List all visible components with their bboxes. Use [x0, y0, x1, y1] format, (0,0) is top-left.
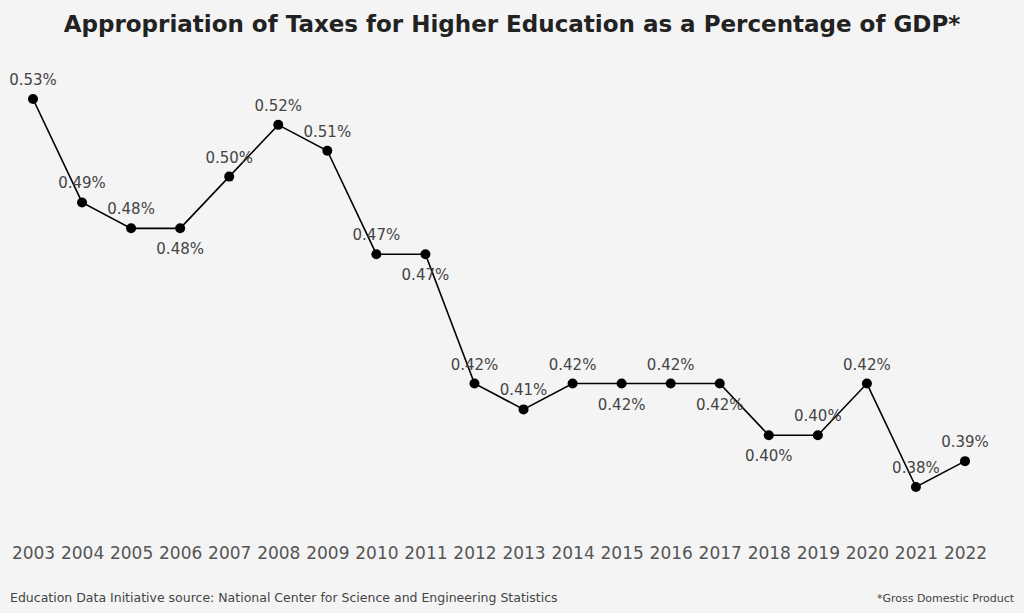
x-tick: 2022: [944, 543, 987, 563]
background: [0, 0, 1024, 613]
x-tick-label: 2020: [846, 543, 889, 563]
data-label: 0.53%: [9, 71, 57, 89]
x-tick: 2011: [404, 543, 447, 563]
x-axis: 2003 2004 2005 2006 2007 2008 2009 2010 2011 2012…: [12, 543, 987, 563]
x-tick-label: 2006: [159, 543, 202, 563]
x-tick-label: 2013: [502, 543, 545, 563]
point: [862, 379, 872, 389]
annotation: *Gross Domestic Product: [877, 592, 1015, 605]
point: [960, 456, 970, 466]
data-label: 0.48%: [107, 200, 155, 218]
x-tick: 2015: [600, 543, 643, 563]
x-tick-label: 2014: [551, 543, 594, 563]
x-tick-label: 2016: [650, 543, 693, 563]
x-tick: 2016: [650, 543, 693, 563]
data-labels: 0.53%0.49%0.48%0.48%0.50%0.52%0.51%0.47%…: [9, 71, 989, 477]
point: [715, 379, 725, 389]
x-tick-label: 2021: [895, 543, 938, 563]
x-tick-label: 2008: [257, 543, 300, 563]
point: [371, 249, 381, 259]
x-tick: 2006: [159, 543, 202, 563]
data-label: 0.42%: [451, 356, 499, 374]
x-tick-label: 2003: [12, 543, 55, 563]
data-label: 0.38%: [892, 459, 940, 477]
point: [175, 223, 185, 233]
x-tick-label: 2010: [355, 543, 398, 563]
data-label: 0.51%: [303, 123, 351, 141]
point: [764, 430, 774, 440]
x-tick: 2008: [257, 543, 300, 563]
x-tick-label: 2011: [404, 543, 447, 563]
x-tick: 2019: [797, 543, 840, 563]
x-tick-label: 2012: [453, 543, 496, 563]
point: [126, 223, 136, 233]
point: [77, 197, 87, 207]
x-tick-label: 2004: [61, 543, 104, 563]
x-tick: 2014: [551, 543, 594, 563]
data-label: 0.40%: [745, 447, 793, 465]
data-label: 0.40%: [794, 407, 842, 425]
x-tick: 2010: [355, 543, 398, 563]
data-label: 0.47%: [402, 266, 450, 284]
x-tick-label: 2018: [748, 543, 791, 563]
x-tick: 2021: [895, 543, 938, 563]
data-label: 0.41%: [500, 381, 548, 399]
x-tick-label: 2005: [110, 543, 153, 563]
point: [568, 379, 578, 389]
x-tick: 2004: [61, 543, 104, 563]
data-label: 0.49%: [58, 174, 106, 192]
x-tick: 2003: [12, 543, 55, 563]
x-tick: 2018: [748, 543, 791, 563]
x-tick-label: 2022: [944, 543, 987, 563]
point: [273, 120, 283, 130]
data-label: 0.42%: [647, 356, 695, 374]
point: [224, 172, 234, 182]
data-label: 0.47%: [353, 226, 401, 244]
data-label: 0.42%: [696, 396, 744, 414]
point: [469, 379, 479, 389]
data-label: 0.52%: [254, 97, 302, 115]
data-label: 0.50%: [205, 149, 253, 167]
annotation: Education Data Initiative source: Nation…: [10, 590, 558, 605]
data-label: 0.42%: [843, 356, 891, 374]
title: Appropriation of Taxes for Higher Educat…: [64, 11, 961, 37]
point: [813, 430, 823, 440]
chart: Appropriation of Taxes for Higher Educat…: [0, 0, 1024, 613]
data-label: 0.42%: [549, 356, 597, 374]
x-tick: 2017: [699, 543, 742, 563]
x-tick: 2007: [208, 543, 251, 563]
x-tick-label: 2017: [699, 543, 742, 563]
line: [33, 99, 965, 487]
x-tick: 2009: [306, 543, 349, 563]
x-tick-label: 2009: [306, 543, 349, 563]
point: [322, 146, 332, 156]
point: [28, 94, 38, 104]
data-label: 0.39%: [941, 433, 989, 451]
plot-area: [28, 94, 970, 492]
x-tick: 2020: [846, 543, 889, 563]
x-tick: 2012: [453, 543, 496, 563]
x-tick-label: 2015: [600, 543, 643, 563]
x-tick-label: 2019: [797, 543, 840, 563]
data-label: 0.42%: [598, 396, 646, 414]
data-label: 0.48%: [156, 240, 204, 258]
point: [911, 482, 921, 492]
x-tick-label: 2007: [208, 543, 251, 563]
point: [617, 379, 627, 389]
x-tick: 2013: [502, 543, 545, 563]
point: [666, 379, 676, 389]
x-tick: 2005: [110, 543, 153, 563]
point: [420, 249, 430, 259]
point: [519, 404, 529, 414]
